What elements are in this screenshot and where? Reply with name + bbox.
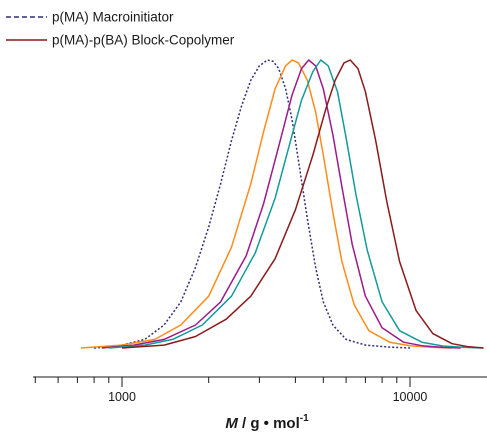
x-axis-title-symbol: M xyxy=(225,415,238,432)
x-tick-label-1000: 1000 xyxy=(108,390,136,404)
series-line-5 xyxy=(121,59,484,349)
series-layer xyxy=(80,59,484,349)
series-line-4 xyxy=(108,59,484,349)
x-axis-title-units: / g • mol xyxy=(238,415,300,432)
series-line-2 xyxy=(80,59,453,349)
x-axis-title-exponent: -1 xyxy=(300,413,309,424)
x-axis: 1000 10000 xyxy=(33,376,487,404)
series-line-3 xyxy=(101,59,461,349)
x-axis-ticks xyxy=(34,377,411,387)
legend-label-block-copolymer: p(MA)-p(BA) Block-Copolymer xyxy=(52,33,235,48)
x-tick-label-10000: 10000 xyxy=(393,390,428,404)
legend-label-macroinitiator: p(MA) Macroinitiator xyxy=(52,10,174,25)
series-line-1 xyxy=(94,59,411,349)
legend: p(MA) Macroinitiator p(MA)-p(BA) Block-C… xyxy=(6,10,235,48)
x-axis-title: M / g • mol-1 xyxy=(225,413,309,432)
